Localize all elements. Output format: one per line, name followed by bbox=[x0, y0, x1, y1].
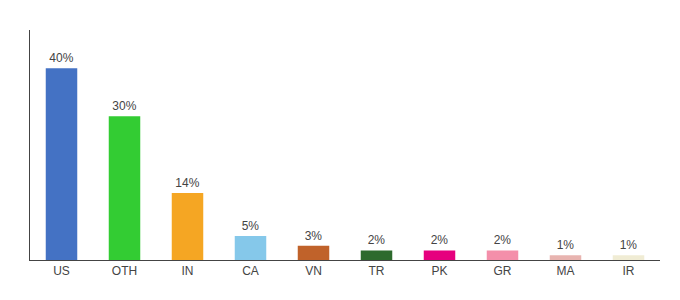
svg-text:IR: IR bbox=[623, 264, 635, 278]
svg-text:CA: CA bbox=[242, 264, 259, 278]
svg-text:2%: 2% bbox=[368, 233, 386, 247]
svg-text:1%: 1% bbox=[620, 238, 638, 252]
svg-text:30%: 30% bbox=[112, 99, 136, 113]
svg-text:PK: PK bbox=[431, 264, 447, 278]
svg-text:2%: 2% bbox=[494, 233, 512, 247]
svg-text:US: US bbox=[53, 264, 70, 278]
svg-text:VN: VN bbox=[305, 264, 322, 278]
svg-text:3%: 3% bbox=[305, 229, 323, 243]
svg-text:IN: IN bbox=[182, 264, 194, 278]
svg-text:2%: 2% bbox=[431, 233, 449, 247]
svg-text:MA: MA bbox=[557, 264, 575, 278]
svg-text:5%: 5% bbox=[242, 219, 260, 233]
svg-text:OTH: OTH bbox=[112, 264, 137, 278]
svg-text:1%: 1% bbox=[557, 238, 575, 252]
svg-text:GR: GR bbox=[494, 264, 512, 278]
svg-text:TR: TR bbox=[369, 264, 385, 278]
svg-text:40%: 40% bbox=[49, 51, 73, 65]
svg-text:14%: 14% bbox=[175, 176, 199, 190]
